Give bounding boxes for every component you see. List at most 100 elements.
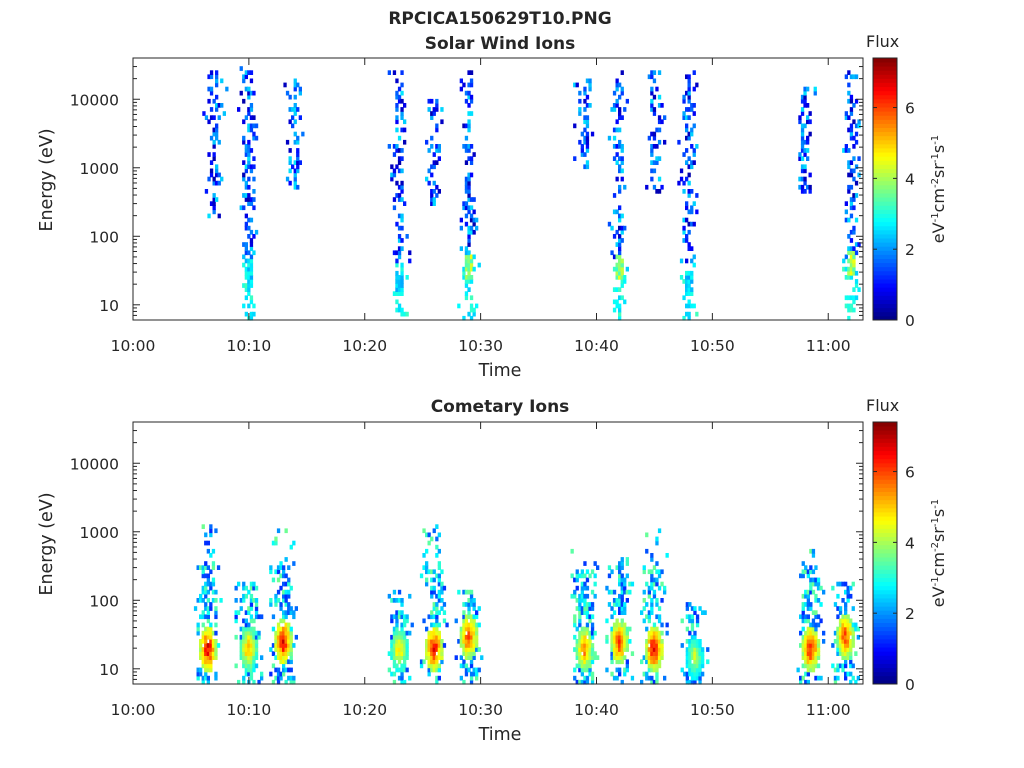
spectrogram-cell [282,643,286,648]
spectrogram-cell [454,618,458,624]
spectrogram-cell [284,593,288,599]
spectrogram-cell [687,246,691,251]
spectrogram-cell [844,647,848,652]
spectrogram-cell [467,598,471,603]
spectrogram-cell [647,675,651,681]
spectrogram-cell [472,217,476,223]
spectrogram-cell [650,667,654,673]
spectrogram-cell [392,643,397,648]
spectrogram-cell [811,643,816,648]
spectrogram-cell [801,643,805,648]
spectrogram-cell [844,303,848,309]
spectrogram-cell [405,275,409,280]
spectrogram-cell [660,598,664,603]
spectrogram-cell [623,647,627,652]
spectrogram-cell [698,606,702,611]
spectrogram-cell [623,107,627,112]
spectrogram-cell [701,610,705,615]
spectrogram-cell [252,123,256,129]
spectrogram-cell [615,634,619,640]
spectrogram-cell [469,172,474,178]
spectrogram-cell [244,152,248,157]
spectrogram-cell [244,671,248,677]
spectrogram-cell [573,156,577,161]
spectrogram-cell [809,647,813,652]
spectrogram-cell [660,119,664,125]
spectrogram-cell [276,643,281,648]
spectrogram-cell [809,630,813,636]
spectrogram-cell [400,675,404,681]
spectrogram-cell [628,581,632,587]
spectrogram-cell [252,659,256,665]
spectrogram-cell [284,659,288,665]
spectrogram-cell [467,667,471,673]
spectrogram-cell [390,614,394,620]
spectrogram-cell [849,647,853,652]
spectrogram-cell [842,266,846,272]
spectrogram-cell [852,176,856,182]
spectrogram-cell [430,647,434,652]
colorbar-segment [873,274,897,280]
spectrogram-cell [849,127,854,133]
spectrogram-cell [652,94,657,100]
spectrogram-cell [801,614,805,620]
colorbar-segment [873,548,897,554]
y-tick-label: 100 [89,592,119,610]
spectrogram-cell [427,107,431,112]
spectrogram-cell [271,663,276,669]
spectrogram-cell [806,626,810,632]
spectrogram-cell [459,630,463,636]
colorbar-segment [873,569,897,574]
spectrogram-cell [397,94,402,100]
spectrogram-cell [652,634,657,640]
spectrogram-cell [395,94,399,100]
spectrogram-cell [239,90,243,96]
spectrogram-cell [685,238,689,243]
spectrogram-cell [588,647,592,652]
spectrogram-cell [462,634,466,640]
colorbar-segment [873,164,897,169]
spectrogram-cell [464,246,469,251]
spectrogram-cell [435,148,439,153]
spectrogram-cell [427,168,431,174]
spectrogram-cell [215,123,219,129]
spectrogram-cell [432,667,436,673]
spectrogram-cell [811,651,816,656]
spectrogram-cell [838,581,843,587]
spectrogram-cell [204,606,208,611]
spectrogram-cell [437,630,441,636]
spectrogram-cell [590,614,595,620]
spectrogram-cell [400,598,404,603]
spectrogram-cell [809,643,813,648]
spectrogram-cell [801,663,805,669]
spectrogram-cell [819,675,823,681]
spectrogram-cell [625,626,629,632]
spectrogram-cell [435,630,439,636]
spectrogram-cell [276,569,281,575]
spectrogram-cell [217,103,221,108]
spectrogram-cell [254,602,259,607]
spectrogram-cell [803,180,807,186]
spectrogram-cell [682,315,686,321]
spectrogram-cell [685,614,689,620]
spectrogram-cell [289,585,293,591]
spectrogram-cell [206,630,210,636]
spectrogram-cell [430,655,434,660]
spectrogram-cell [204,565,208,570]
spectrogram-cell [207,119,211,125]
plot-frame [132,421,864,685]
spectrogram-cell [462,643,466,648]
spectrogram-cell [645,614,649,620]
spectrogram-cell [296,135,300,141]
spectrogram-cell [849,98,854,104]
spectrogram-cell [254,663,259,669]
spectrogram-cell [400,634,404,640]
spectrogram-cell [806,593,810,599]
spectrogram-cell [693,610,697,615]
spectrogram-cell [279,626,283,632]
spectrogram-cell [201,598,205,603]
spectrogram-cell [469,303,474,309]
spectrogram-cell [244,242,248,247]
spectrogram-cell [852,74,856,80]
spectrogram-cell [846,671,850,677]
